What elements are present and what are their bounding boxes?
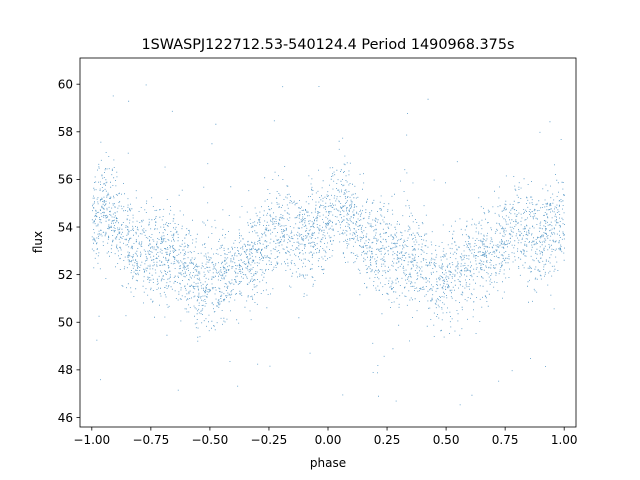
- x-tick-label: 0.50: [433, 433, 460, 447]
- x-axis-ticks: −1.00 −0.75 −0.50 −0.25 0.00 0.25 0.50 0.75 1.00: [73, 427, 578, 447]
- y-tick-label: 50: [58, 316, 73, 330]
- x-tick-label: 0.75: [492, 433, 519, 447]
- y-tick-label: 58: [58, 125, 73, 139]
- x-axis-label: phase: [310, 456, 346, 470]
- x-tick-label: −0.50: [192, 433, 229, 447]
- y-axis-label: flux: [31, 231, 45, 253]
- chart-title: 1SWASPJ122712.53-540124.4 Period 1490968…: [142, 37, 515, 53]
- y-tick-label: 52: [58, 268, 73, 282]
- x-tick-label: −0.75: [132, 433, 169, 447]
- y-axis-ticks: 46 48 50 52 54 56 58 60: [58, 77, 80, 425]
- scatter-points: [91, 84, 565, 406]
- x-tick-label: 1.00: [551, 433, 578, 447]
- y-tick-label: 56: [58, 173, 73, 187]
- x-tick-label: −0.25: [251, 433, 288, 447]
- y-tick-label: 48: [58, 363, 73, 377]
- y-tick-label: 60: [58, 77, 73, 91]
- y-tick-label: 54: [58, 220, 73, 234]
- x-tick-label: 0.00: [315, 433, 342, 447]
- x-tick-label: −1.00: [73, 433, 110, 447]
- data-points: [91, 84, 565, 406]
- x-tick-label: 0.25: [374, 433, 401, 447]
- y-tick-label: 46: [58, 411, 73, 425]
